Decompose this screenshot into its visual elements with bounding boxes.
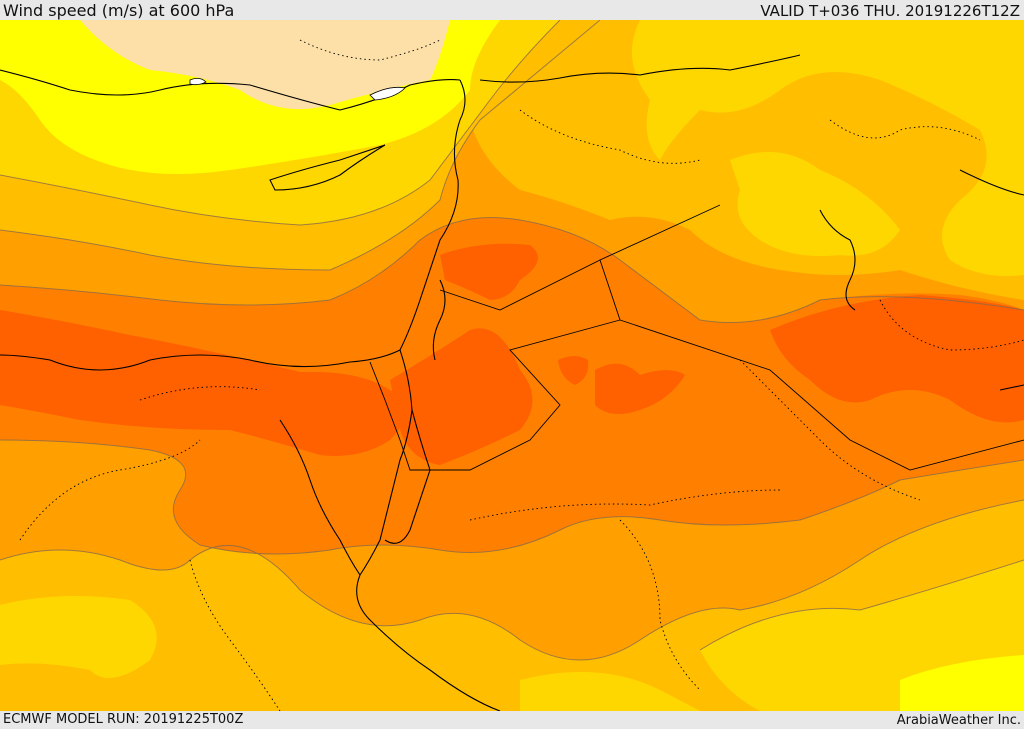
wind-contours [0, 20, 1024, 661]
wind-band-southeast-yellow [900, 655, 1024, 711]
lake [189, 78, 207, 86]
footer-bar: ECMWF MODEL RUN: 20191225T00Z ArabiaWeat… [0, 711, 1024, 729]
political-borders [369, 204, 1024, 471]
wind-band-south-yellow-2 [520, 672, 700, 711]
coastlines [0, 54, 1024, 711]
credit: ArabiaWeather Inc. [896, 713, 1021, 728]
valid-time: VALID T+036 THU. 20191226T12Z [760, 2, 1020, 20]
internal-boundaries [19, 39, 1024, 711]
wind-band-south-yellow [0, 596, 157, 678]
wind-band-arabia-red [595, 363, 685, 414]
model-run: ECMWF MODEL RUN: 20191225T00Z [3, 712, 244, 727]
header-bar: Wind speed (m/s) at 600 hPa VALID T+036 … [0, 0, 1024, 20]
wind-band-northeast-yellow [632, 20, 1024, 276]
wind-band-levant-red [440, 243, 538, 300]
wind-band-arabia-red-2 [558, 356, 589, 385]
wind-band-northeast-yellow-2 [730, 152, 900, 256]
wind-band-inner-red-east [390, 328, 533, 465]
wind-speed-map [0, 20, 1024, 711]
map-title: Wind speed (m/s) at 600 hPa [3, 1, 235, 20]
wind-band-east-red [770, 295, 1024, 423]
wind-band-inner-red [0, 310, 405, 456]
wind-band-north-core [80, 20, 450, 110]
lake [369, 86, 406, 101]
